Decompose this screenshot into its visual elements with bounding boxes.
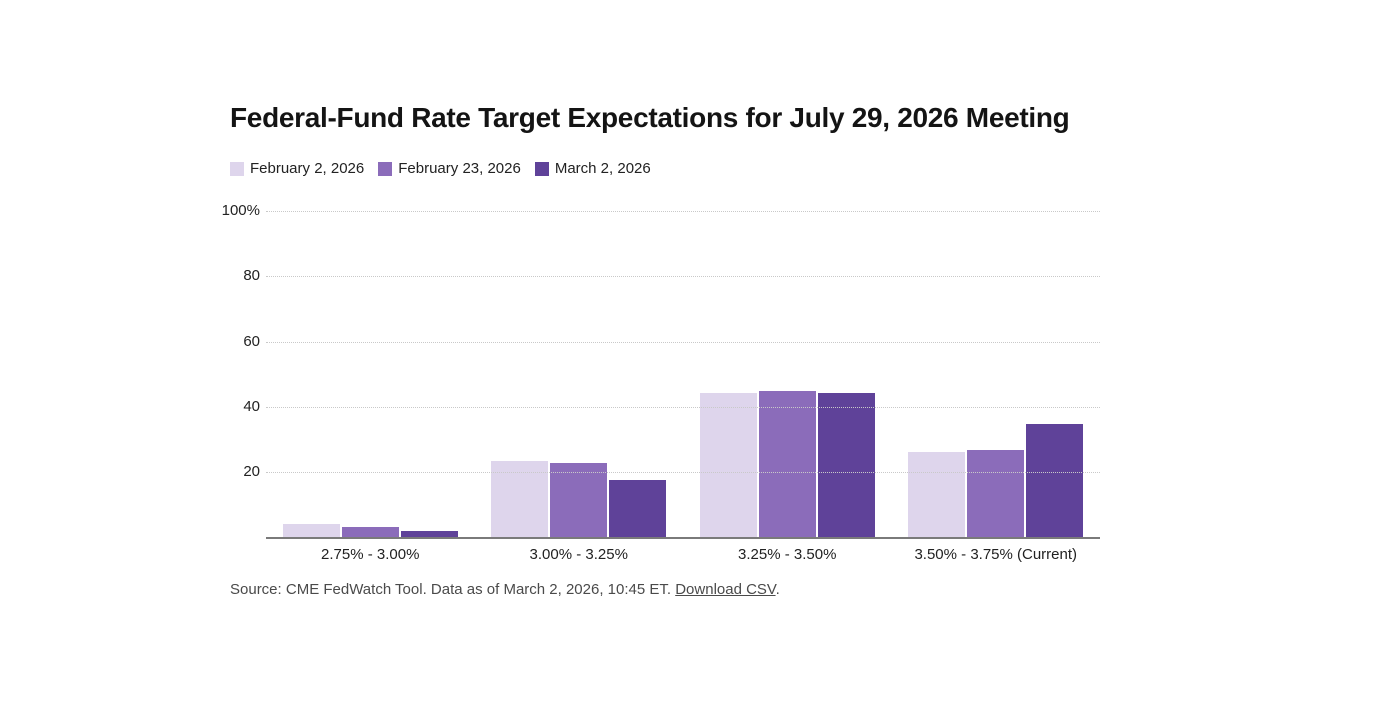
bar[interactable] <box>758 390 816 538</box>
y-tick-label: 40 <box>243 397 260 415</box>
x-tick-label: 2.75% - 3.00% <box>321 546 420 564</box>
source-note: Source: CME FedWatch Tool. Data as of Ma… <box>230 581 1100 598</box>
gridline <box>266 406 1100 408</box>
legend-swatch-icon <box>230 161 244 176</box>
bar-group <box>892 211 1101 538</box>
legend-swatch-icon <box>378 161 393 176</box>
bar-group <box>266 211 475 538</box>
y-tick-label: 80 <box>243 267 260 285</box>
gridline <box>266 472 1100 473</box>
legend-item: March 2, 2026 <box>534 160 651 178</box>
x-axis-labels: 2.75% - 3.00% 3.00% - 3.25% 3.25% - 3.50% 3… <box>266 539 1100 563</box>
bar[interactable] <box>282 523 340 538</box>
legend-swatch-icon <box>534 161 549 176</box>
bar[interactable] <box>341 526 399 538</box>
bar-groups <box>266 211 1101 538</box>
chart-card: Federal-Fund Rate Target Expectations fo… <box>222 102 1101 598</box>
bar-group <box>475 211 684 538</box>
legend-label: March 2, 2026 <box>554 160 651 178</box>
bar-group <box>683 211 892 538</box>
y-tick-label: 100% <box>221 202 260 220</box>
y-tick-label: 60 <box>243 332 260 350</box>
bar[interactable] <box>400 531 458 538</box>
gridline <box>266 211 1100 213</box>
bar[interactable] <box>1026 424 1084 538</box>
source-text: Source: CME FedWatch Tool. Data as of Ma… <box>230 581 676 599</box>
bar[interactable] <box>609 480 667 538</box>
source-period: . <box>775 581 780 599</box>
y-axis-labels: 20 40 60 80 100% <box>222 202 266 537</box>
bar[interactable] <box>967 449 1025 538</box>
x-tick-label: 3.00% - 3.25% <box>529 546 628 564</box>
gridline <box>266 276 1100 278</box>
legend-label: February 2, 2026 <box>250 160 365 178</box>
gridline <box>266 341 1100 343</box>
chart: 20 40 60 80 100% <box>222 202 1101 540</box>
plot-area <box>266 211 1101 540</box>
legend-item: February 2, 2026 <box>230 160 364 177</box>
chart-title: Federal-Fund Rate Target Expectations fo… <box>230 102 1070 133</box>
bar[interactable] <box>817 393 875 538</box>
x-tick-label: 3.50% - 3.75% (Current) <box>914 546 1078 564</box>
legend-item: February 23, 2026 <box>378 160 521 177</box>
legend: February 2, 2026 February 23, 2026 March… <box>230 160 1100 177</box>
bar[interactable] <box>908 452 966 538</box>
bar[interactable] <box>550 462 608 538</box>
bar[interactable] <box>699 393 757 538</box>
legend-label: February 23, 2026 <box>398 160 521 178</box>
y-tick-label: 20 <box>243 463 260 480</box>
x-tick-label: 3.25% - 3.50% <box>738 546 837 564</box>
bar[interactable] <box>491 460 549 538</box>
download-csv-link[interactable]: Download CSV <box>675 581 776 599</box>
